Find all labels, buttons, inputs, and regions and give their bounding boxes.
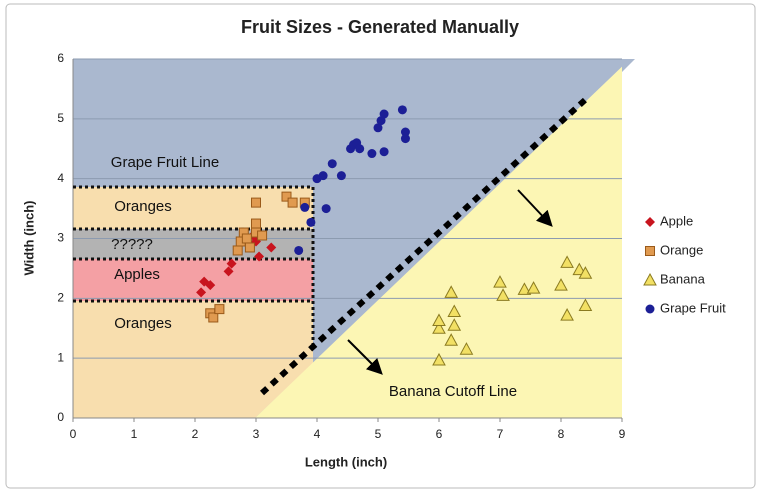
marks xyxy=(196,105,593,366)
circle-marker xyxy=(300,202,310,212)
annotation: Oranges xyxy=(114,198,172,215)
y-tick-label: 2 xyxy=(57,291,64,305)
legend-label: Grape Fruit xyxy=(660,300,726,315)
annotation: Oranges xyxy=(114,315,172,332)
triangle-marker xyxy=(447,318,462,331)
chart-title: Fruit Sizes - Generated Manually xyxy=(241,17,519,37)
square-marker xyxy=(244,242,255,253)
diamond-marker xyxy=(226,258,237,269)
x-axis-label: Length (inch) xyxy=(305,454,387,469)
triangle-marker xyxy=(517,282,532,295)
annotation: Apples xyxy=(114,266,160,283)
triangle-marker xyxy=(493,275,507,288)
x-tick-label: 9 xyxy=(619,427,626,441)
region-outlines xyxy=(73,97,588,396)
diamond-marker xyxy=(196,287,207,298)
legend: Apple Orange Banana Grape Fruit xyxy=(643,213,726,315)
legend-label: Apple xyxy=(660,213,693,228)
legend-label: Banana xyxy=(660,271,706,286)
annotation: Banana Cutoff Line xyxy=(389,383,517,400)
circle-marker xyxy=(306,217,316,227)
circle-marker xyxy=(294,245,304,255)
circle-marker xyxy=(355,144,365,154)
x-tick-label: 0 xyxy=(70,427,77,441)
x-tick-label: 3 xyxy=(253,427,260,441)
diamond-marker xyxy=(223,266,234,277)
x-tick-label: 4 xyxy=(314,427,321,441)
square-marker xyxy=(214,304,225,315)
circle-marker xyxy=(318,171,328,181)
circle-marker xyxy=(327,159,337,169)
circle-marker xyxy=(400,134,410,144)
x-tick-label: 1 xyxy=(131,427,138,441)
square-marker xyxy=(251,197,261,208)
diamond-marker xyxy=(266,242,277,253)
triangle-marker xyxy=(432,352,446,366)
triangle-marker xyxy=(526,281,541,294)
square-marker xyxy=(241,233,252,244)
x-tick-label: 7 xyxy=(497,427,504,441)
triangle-marker xyxy=(444,333,459,346)
y-axis-label: Width (inch) xyxy=(21,201,36,276)
y-tick-label: 6 xyxy=(57,51,64,65)
circle-marker xyxy=(321,204,331,214)
circle-marker xyxy=(373,123,383,133)
triangle-marker xyxy=(560,255,574,268)
arrow xyxy=(517,189,553,227)
y-tick-label: 4 xyxy=(57,171,64,185)
x-tick-label: 8 xyxy=(558,427,565,441)
y-tick-label: 3 xyxy=(57,231,64,245)
square-marker xyxy=(281,191,292,202)
triangle-marker xyxy=(459,342,474,355)
square-marker xyxy=(645,246,655,256)
circle-marker xyxy=(379,147,389,157)
unknown-band xyxy=(73,229,313,259)
arrow xyxy=(347,339,383,375)
square-marker xyxy=(208,312,219,323)
grapefruit-region-edge xyxy=(622,59,635,72)
x-tick-label: 5 xyxy=(375,427,382,441)
circle-marker xyxy=(400,127,410,137)
apple-band xyxy=(73,259,313,301)
square-marker xyxy=(257,230,268,241)
triangle-marker xyxy=(643,272,657,286)
x-tick-label: 2 xyxy=(192,427,199,441)
grid-layer xyxy=(72,58,623,422)
triangle-marker xyxy=(444,285,459,298)
diamond-marker xyxy=(645,217,655,227)
triangle-marker xyxy=(554,278,568,291)
y-tick-label: 5 xyxy=(57,111,64,125)
circle-marker xyxy=(367,149,377,159)
circle-marker xyxy=(379,109,389,119)
square-marker xyxy=(251,218,261,229)
triangle-marker xyxy=(432,321,446,334)
square-marker xyxy=(232,245,243,256)
triangle-marker xyxy=(432,313,446,326)
square-marker xyxy=(287,197,298,208)
triangle-marker xyxy=(578,266,593,279)
circle-marker xyxy=(645,304,655,314)
y-tick-label: 0 xyxy=(57,410,64,424)
x-tick-label: 6 xyxy=(436,427,443,441)
circle-marker xyxy=(397,105,407,115)
diamond-marker xyxy=(205,280,216,291)
triangle-marker xyxy=(496,288,510,301)
triangle-marker xyxy=(578,298,593,312)
triangle-marker xyxy=(560,308,574,321)
legend-label: Orange xyxy=(660,242,703,257)
y-tick-label: 1 xyxy=(57,350,64,364)
circle-marker xyxy=(336,171,346,181)
annotation: Grape Fruit Line xyxy=(111,154,219,171)
diamond-marker xyxy=(254,251,265,262)
annotation: ????? xyxy=(111,236,153,253)
triangle-marker xyxy=(447,304,462,317)
